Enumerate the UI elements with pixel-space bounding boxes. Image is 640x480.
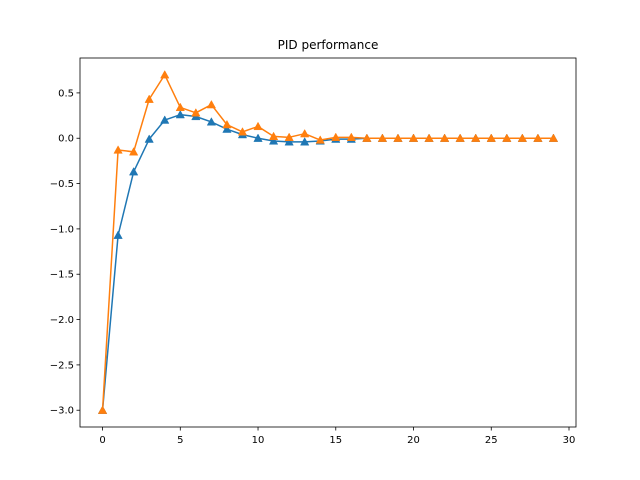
x-tick-label: 10 [252,435,265,446]
series-2-point [144,94,154,103]
series-2-point [471,133,481,142]
series-1-point [144,134,154,143]
x-tick-label: 30 [563,435,576,446]
x-tick-label: 15 [329,435,342,446]
series-1-point [175,109,185,119]
series-2-point [175,102,185,112]
series-2-point [331,132,341,141]
series-2-point [253,121,263,131]
series-1-point [222,124,232,133]
series-1-point [113,230,123,239]
series-2-point [424,133,434,142]
series-2-point [191,108,201,117]
x-tick-label: 0 [99,435,105,446]
series-1-point [300,137,310,146]
series-1-point [129,167,139,176]
series-1-point [206,117,217,126]
series-2-point [300,128,310,138]
y-tick-label: −1.0 [50,224,74,235]
series-2-point [206,99,217,109]
ticks-layer: 0 5 10 15 20 25 30 0.5 0.0 −0.5 −1.0 −1.5 −2.0 −2.5 −3… [50,88,576,446]
series-1-point [253,133,263,142]
series-2-point [268,131,279,141]
x-tick-label: 20 [407,435,420,446]
series-2-point [160,70,170,79]
series-1-point [284,137,294,146]
series-2-point [362,133,372,142]
series-2-point [129,147,139,156]
series-2-point [486,133,496,142]
plot-area [80,58,576,427]
x-tick-label: 5 [177,435,183,446]
series-1-point [268,136,279,145]
series-2-point [284,132,294,141]
series-2-point [455,133,465,142]
series-2-point [346,132,356,141]
plot-frame [79,57,577,428]
y-tick-label: −1.5 [50,270,74,281]
series-2-point [222,119,232,129]
series-2-point [315,135,325,144]
series-2-point [97,405,108,414]
series-2-point [408,133,419,142]
y-tick-label: −2.0 [50,315,74,326]
y-tick-label: −2.5 [50,360,74,371]
x-tick-label: 25 [485,435,498,446]
series-2-point [237,127,248,136]
series-layer [97,70,559,414]
series-2-point [502,133,512,142]
y-tick-label: −3.0 [50,406,74,417]
series-2-point [377,133,388,142]
series-1-point [160,115,170,124]
y-tick-label: 0.0 [58,134,74,145]
y-tick-label: 0.5 [58,88,74,99]
series-2-point [393,133,403,142]
series-2-point [439,133,450,142]
y-tick-label: −0.5 [50,179,74,190]
series-2-point [533,133,543,142]
series-2-point [548,133,559,142]
chart-title: PID performance [278,38,379,52]
series-2-point [113,145,123,154]
series-2-point [517,133,527,142]
